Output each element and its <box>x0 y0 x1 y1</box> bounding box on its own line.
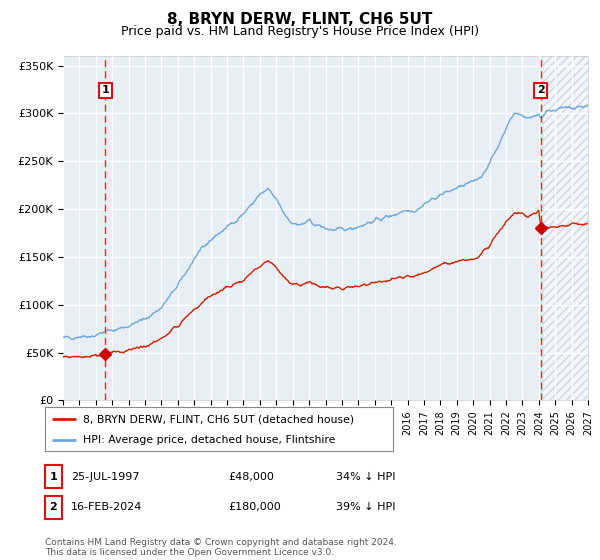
Bar <box>543 56 588 400</box>
Text: HPI: Average price, detached house, Flintshire: HPI: Average price, detached house, Flin… <box>83 435 335 445</box>
Text: £48,000: £48,000 <box>228 472 274 482</box>
Text: Price paid vs. HM Land Registry's House Price Index (HPI): Price paid vs. HM Land Registry's House … <box>121 25 479 38</box>
Text: 39% ↓ HPI: 39% ↓ HPI <box>336 502 395 512</box>
Text: 16-FEB-2024: 16-FEB-2024 <box>71 502 142 512</box>
Text: 1: 1 <box>50 472 57 482</box>
Text: 1: 1 <box>101 86 109 95</box>
Text: 8, BRYN DERW, FLINT, CH6 5UT (detached house): 8, BRYN DERW, FLINT, CH6 5UT (detached h… <box>83 414 355 424</box>
Text: 2: 2 <box>50 502 57 512</box>
Text: Contains HM Land Registry data © Crown copyright and database right 2024.
This d: Contains HM Land Registry data © Crown c… <box>45 538 397 557</box>
Text: 8, BRYN DERW, FLINT, CH6 5UT: 8, BRYN DERW, FLINT, CH6 5UT <box>167 12 433 27</box>
Text: £180,000: £180,000 <box>228 502 281 512</box>
Bar <box>543 56 588 400</box>
Text: 2: 2 <box>537 86 545 95</box>
Text: 34% ↓ HPI: 34% ↓ HPI <box>336 472 395 482</box>
Text: 25-JUL-1997: 25-JUL-1997 <box>71 472 139 482</box>
